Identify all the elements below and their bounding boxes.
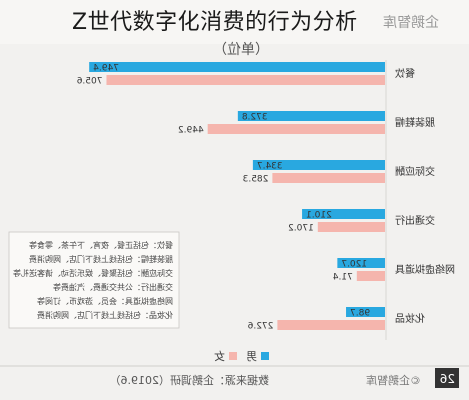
legend-swatch-male	[261, 352, 269, 360]
note-line-5: 化妆品：包括线上线下门店、网购消费	[37, 310, 173, 320]
legend-label-female: 女	[214, 349, 225, 363]
value-label-male-3: 210.1	[306, 211, 332, 221]
legend-swatch-female	[229, 352, 237, 360]
bar-female-5	[277, 320, 385, 330]
value-label-female-1: 449.2	[178, 126, 204, 136]
header-band	[0, 0, 469, 44]
bar-female-2	[272, 173, 385, 183]
value-label-male-1: 372.8	[242, 113, 268, 123]
note-line-1: 服装鞋帽：包括线上线下门店、网购消费	[29, 254, 173, 264]
notes-frame	[8, 231, 180, 329]
category-label-3: 交通出行	[395, 214, 435, 227]
bars-group	[89, 62, 385, 330]
note-line-2: 交际应酬：包括聚餐、娱乐活动、请客送礼等	[13, 268, 173, 278]
legend-label-male: 男	[246, 350, 257, 363]
brand-logo-text: 企鹅智库	[383, 14, 439, 31]
bar-male-3	[302, 209, 385, 219]
note-line-0: 餐饮：包括正餐、夜宵、下午茶、零食等	[29, 240, 173, 250]
bar-male-0	[89, 62, 385, 72]
watermark-text: ©企鹅智库	[366, 373, 421, 387]
value-label-male-4: 120.7	[341, 260, 367, 270]
category-label-2: 交际应酬	[395, 165, 435, 178]
bar-female-1	[207, 124, 385, 134]
bar-male-1	[237, 111, 385, 121]
bar-female-3	[317, 222, 385, 232]
value-label-female-3: 170.2	[288, 224, 314, 234]
bar-male-4	[337, 258, 385, 268]
unit-label: （单位）	[213, 42, 269, 58]
page-title: Z世代数字化消费的行为分析	[72, 10, 358, 35]
bar-female-4	[356, 271, 385, 281]
data-source: 数据来源：企鹅调研（2019.6）	[110, 373, 270, 387]
page-number-badge	[435, 368, 459, 388]
legend: 男 女	[214, 349, 269, 363]
value-label-male-2: 334.7	[257, 162, 283, 172]
category-label-5: 化妆品	[395, 312, 425, 325]
value-label-female-2: 285.3	[243, 175, 269, 185]
value-label-male-0: 749.4	[93, 64, 119, 74]
value-label-male-5: 98.7	[350, 309, 370, 319]
category-label-1: 服装鞋帽	[395, 116, 435, 129]
note-line-4: 网络虚拟道具：会员、游戏币、订阅等	[37, 296, 173, 306]
bar-female-0	[106, 75, 385, 85]
value-label-female-5: 272.6	[247, 322, 273, 332]
bar-male-5	[346, 307, 385, 317]
note-line-3: 交通出行：公共交通费、汽油费等	[53, 282, 173, 292]
category-label-4: 网络虚拟道具	[395, 263, 455, 276]
category-label-0: 餐饮	[395, 67, 415, 80]
notes-box: 餐饮：包括正餐、夜宵、下午茶、零食等服装鞋帽：包括线上线下门店、网购消费交际应酬…	[8, 231, 180, 329]
bar-male-2	[252, 160, 385, 170]
page-number: 26	[440, 372, 455, 386]
value-label-female-4: 71.4	[333, 273, 353, 283]
value-labels-group: 749.4 705.6 372.8 449.2 334.7 285.3 210.1 170.2…	[76, 64, 370, 332]
value-label-female-0: 705.6	[76, 77, 102, 87]
